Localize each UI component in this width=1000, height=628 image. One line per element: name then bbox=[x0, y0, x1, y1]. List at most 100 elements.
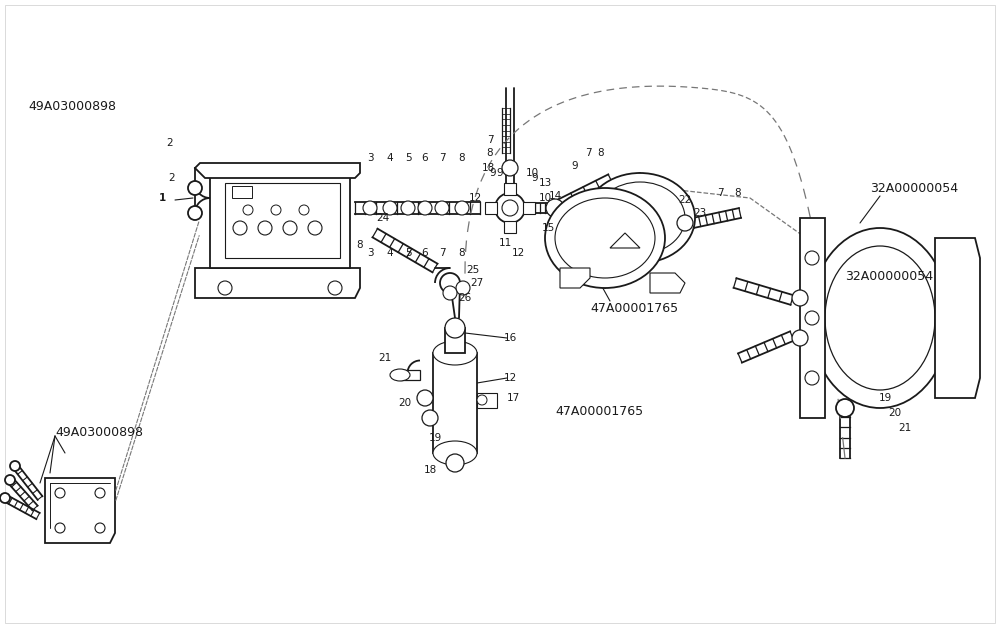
Text: 27: 27 bbox=[470, 278, 484, 288]
Bar bbox=[504, 183, 516, 195]
Text: 4: 4 bbox=[387, 153, 393, 163]
Text: 8: 8 bbox=[459, 153, 465, 163]
Bar bbox=[485, 202, 497, 214]
Circle shape bbox=[5, 475, 15, 485]
Circle shape bbox=[401, 201, 415, 215]
Text: 8: 8 bbox=[459, 248, 465, 258]
Circle shape bbox=[477, 395, 487, 405]
Text: 12: 12 bbox=[503, 373, 517, 383]
Circle shape bbox=[792, 290, 808, 306]
Text: 4: 4 bbox=[387, 248, 393, 258]
Text: 7: 7 bbox=[585, 148, 591, 158]
Bar bbox=[445, 328, 465, 353]
Circle shape bbox=[418, 201, 432, 215]
Circle shape bbox=[561, 206, 575, 220]
Circle shape bbox=[445, 318, 465, 338]
Text: 7: 7 bbox=[439, 153, 445, 163]
Text: 3: 3 bbox=[367, 153, 373, 163]
Polygon shape bbox=[650, 273, 685, 293]
Bar bbox=[232, 186, 252, 198]
Bar bbox=[523, 202, 535, 214]
Circle shape bbox=[417, 390, 433, 406]
Text: 5: 5 bbox=[405, 153, 411, 163]
Circle shape bbox=[455, 201, 469, 215]
Circle shape bbox=[0, 493, 10, 503]
Text: 6: 6 bbox=[422, 153, 428, 163]
Text: 8: 8 bbox=[598, 148, 604, 158]
Text: 10: 10 bbox=[525, 168, 539, 178]
Text: 12: 12 bbox=[468, 193, 482, 203]
Bar bbox=[504, 221, 516, 233]
Text: 3: 3 bbox=[367, 248, 373, 258]
Text: 9: 9 bbox=[490, 168, 496, 178]
Text: 23: 23 bbox=[693, 208, 707, 218]
Text: 49A03000898: 49A03000898 bbox=[55, 426, 143, 440]
Text: 21: 21 bbox=[378, 353, 392, 363]
Text: 7: 7 bbox=[717, 188, 723, 198]
Circle shape bbox=[188, 181, 202, 195]
Text: 7: 7 bbox=[487, 135, 493, 145]
Polygon shape bbox=[195, 163, 360, 178]
Text: 19: 19 bbox=[428, 433, 442, 443]
Text: 24: 24 bbox=[376, 213, 390, 223]
Circle shape bbox=[440, 273, 460, 293]
Text: 26: 26 bbox=[458, 293, 472, 303]
Ellipse shape bbox=[810, 228, 950, 408]
Text: 13: 13 bbox=[538, 178, 552, 188]
Circle shape bbox=[443, 286, 457, 300]
Text: 6: 6 bbox=[422, 248, 428, 258]
Text: 1: 1 bbox=[158, 193, 166, 203]
Circle shape bbox=[446, 454, 464, 472]
Text: 8: 8 bbox=[487, 148, 493, 158]
Text: 5: 5 bbox=[405, 248, 411, 258]
Text: 8: 8 bbox=[357, 240, 363, 250]
Text: 20: 20 bbox=[398, 398, 412, 408]
Circle shape bbox=[502, 160, 518, 176]
Ellipse shape bbox=[595, 182, 685, 254]
Text: 19: 19 bbox=[878, 393, 892, 403]
Text: 2: 2 bbox=[169, 173, 175, 183]
Polygon shape bbox=[800, 218, 825, 418]
Text: 32A00000054: 32A00000054 bbox=[845, 270, 933, 283]
Circle shape bbox=[546, 199, 564, 217]
Text: 18: 18 bbox=[481, 163, 495, 173]
Bar bbox=[225, 183, 340, 258]
Text: 12: 12 bbox=[511, 248, 525, 258]
Ellipse shape bbox=[433, 441, 477, 465]
Ellipse shape bbox=[585, 173, 695, 263]
Ellipse shape bbox=[390, 369, 410, 381]
Polygon shape bbox=[195, 268, 360, 298]
Polygon shape bbox=[210, 173, 350, 268]
Circle shape bbox=[188, 206, 202, 220]
Bar bbox=[433, 353, 477, 453]
Text: 9: 9 bbox=[497, 168, 503, 178]
Circle shape bbox=[363, 201, 377, 215]
Text: 21: 21 bbox=[898, 423, 912, 433]
Ellipse shape bbox=[545, 188, 665, 288]
Text: 2: 2 bbox=[167, 138, 173, 148]
Text: 17: 17 bbox=[506, 393, 520, 403]
Text: 25: 25 bbox=[466, 265, 480, 275]
Text: 32A00000054: 32A00000054 bbox=[870, 181, 958, 195]
Text: 47A00001765: 47A00001765 bbox=[555, 405, 643, 418]
Text: 7: 7 bbox=[439, 248, 445, 258]
Bar bbox=[477, 393, 497, 408]
Text: 16: 16 bbox=[503, 333, 517, 343]
Text: 47A00001765: 47A00001765 bbox=[590, 301, 678, 315]
Text: 14: 14 bbox=[548, 191, 562, 201]
Circle shape bbox=[422, 410, 438, 426]
Circle shape bbox=[836, 399, 854, 417]
Text: 9: 9 bbox=[572, 161, 578, 171]
Circle shape bbox=[792, 330, 808, 346]
Circle shape bbox=[383, 201, 397, 215]
Text: 11: 11 bbox=[498, 238, 512, 248]
Circle shape bbox=[495, 193, 525, 223]
Text: 8: 8 bbox=[735, 188, 741, 198]
Text: 9: 9 bbox=[532, 173, 538, 183]
Text: 20: 20 bbox=[888, 408, 902, 418]
Circle shape bbox=[502, 200, 518, 216]
Circle shape bbox=[435, 201, 449, 215]
Circle shape bbox=[456, 281, 470, 295]
Bar bbox=[400, 370, 420, 380]
Polygon shape bbox=[560, 268, 590, 288]
